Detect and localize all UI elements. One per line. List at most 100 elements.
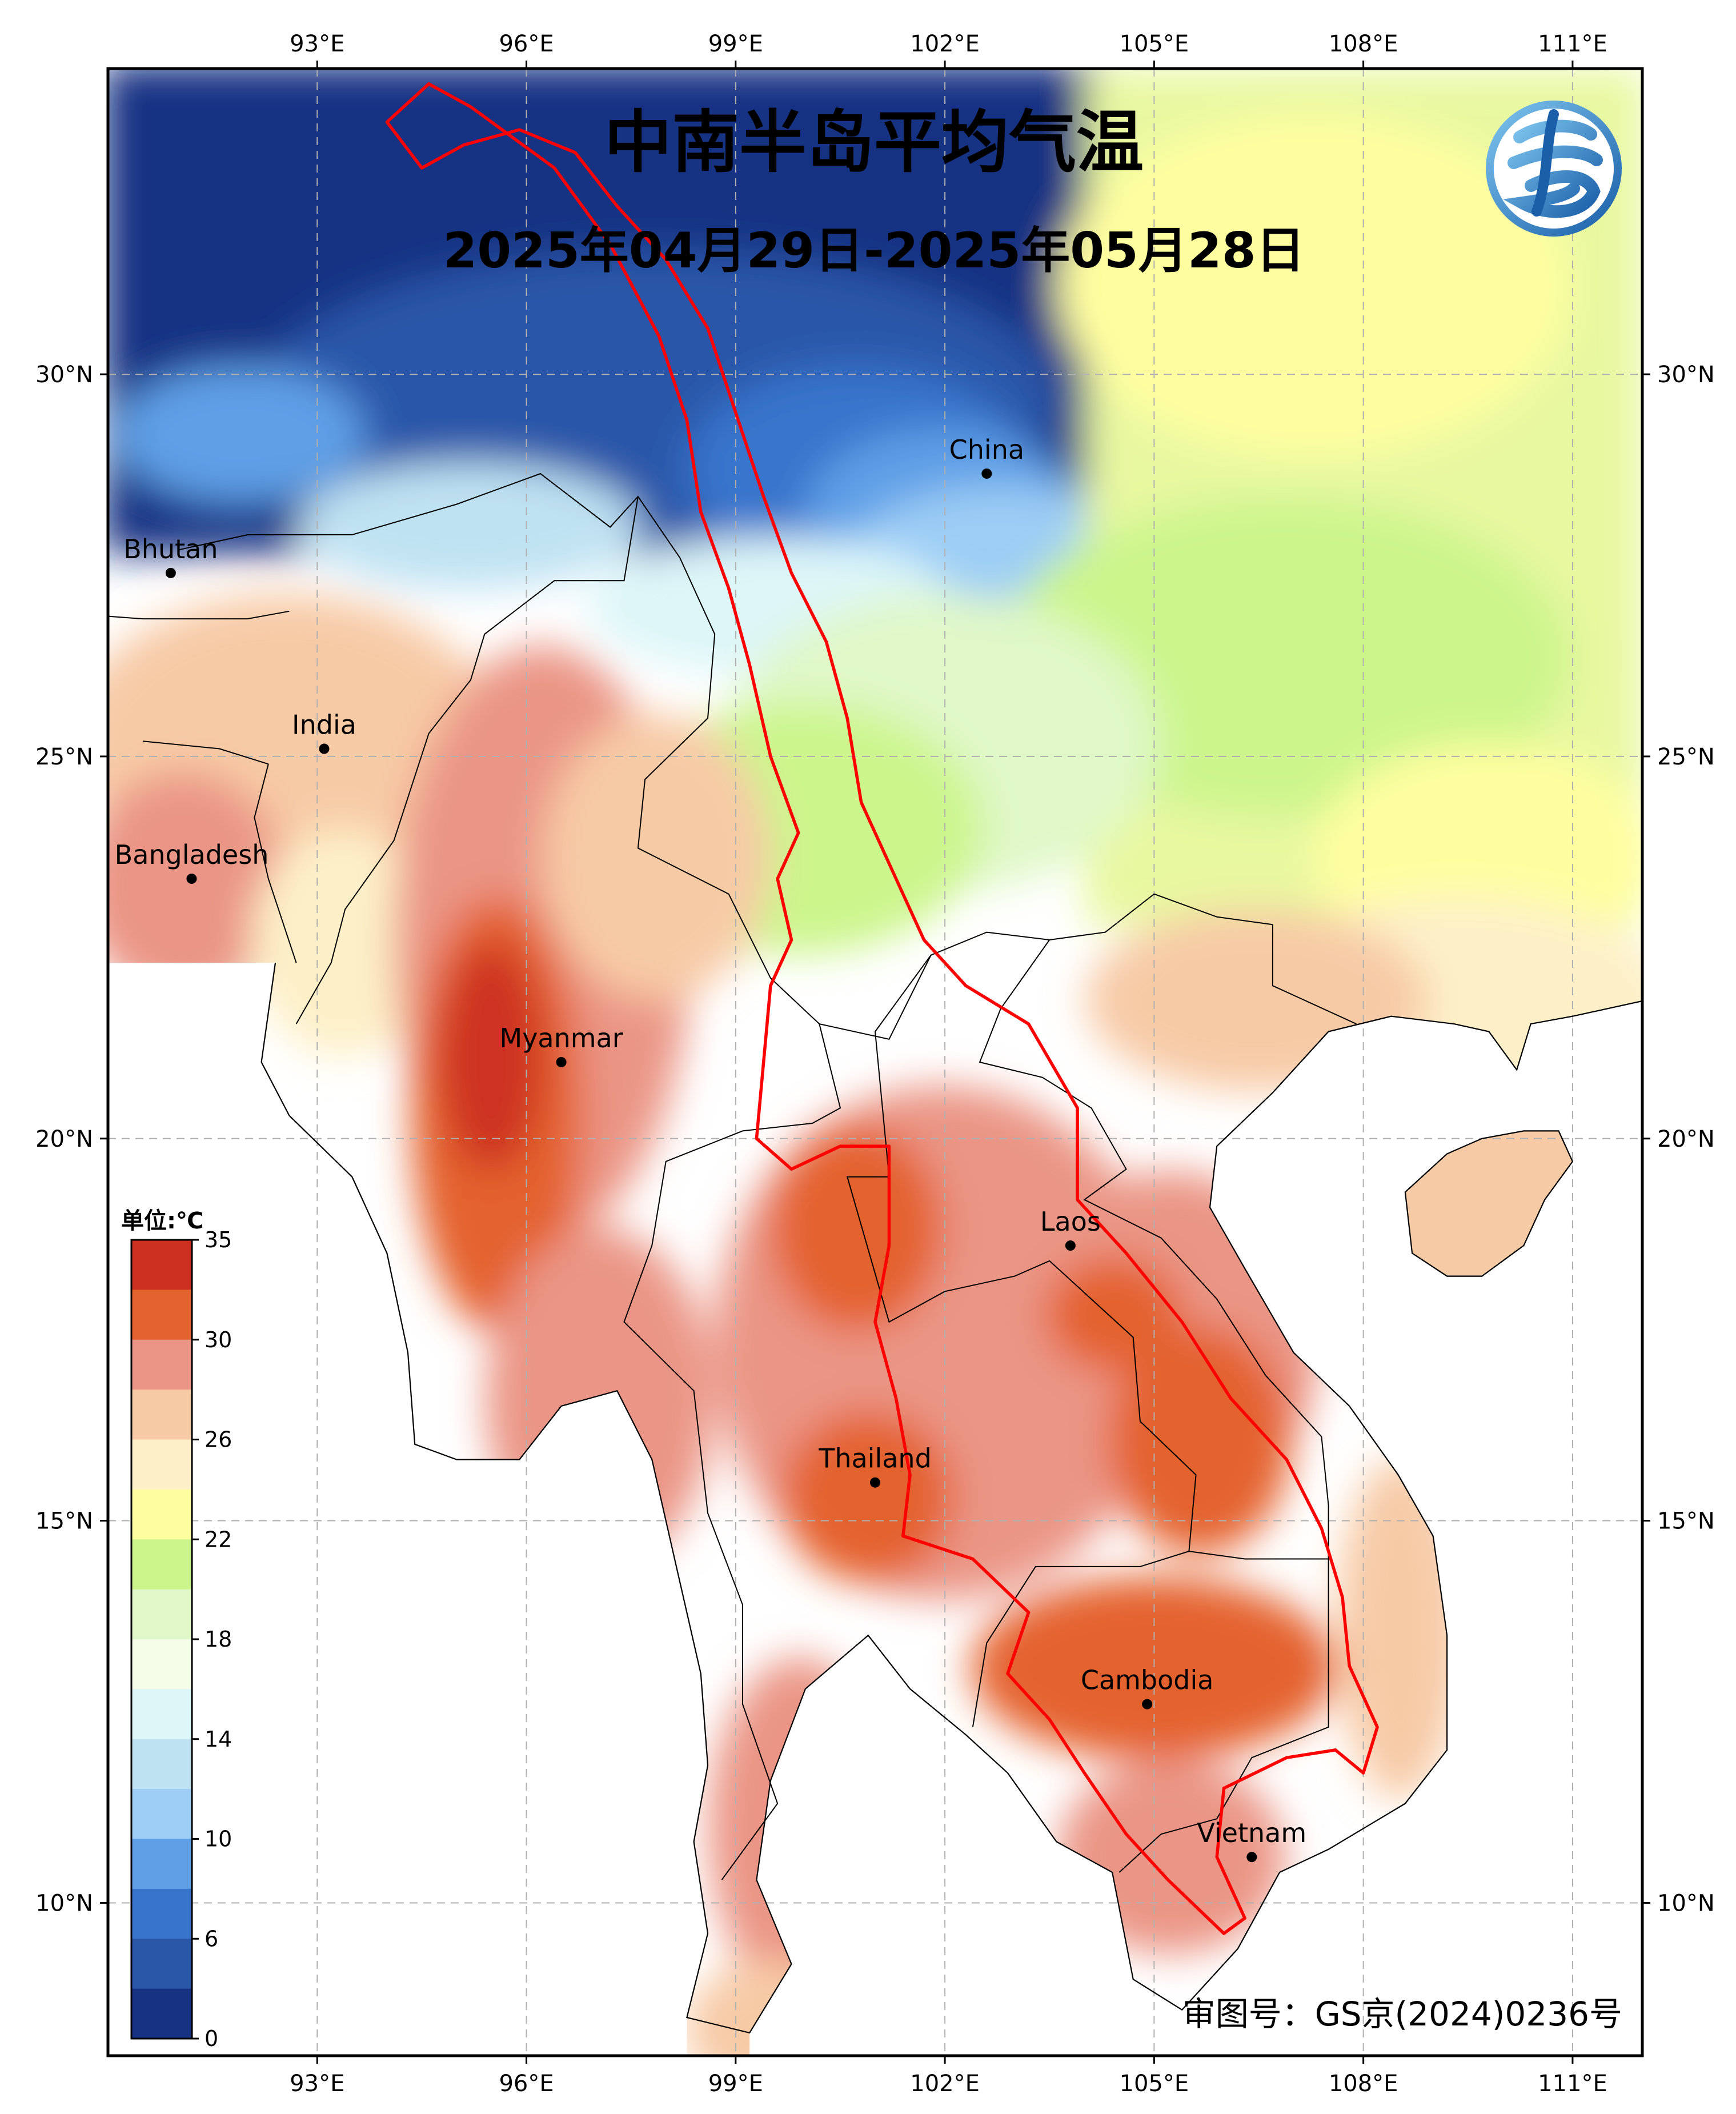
colorbar-swatch [131, 1639, 192, 1689]
bay-of-bengal-mask [108, 963, 708, 2056]
colorbar-swatch [131, 1439, 192, 1490]
place-label: Laos [1040, 1206, 1101, 1237]
lat-tick-label-right: 30°N [1657, 362, 1715, 388]
lon-tick-label-top: 96°E [499, 31, 554, 57]
colorbar-swatch [131, 1739, 192, 1789]
place-label: Cambodia [1081, 1665, 1214, 1696]
place-india: India [292, 710, 356, 754]
place-label: Thailand [818, 1443, 932, 1474]
lat-tick-label-left: 10°N [35, 1890, 93, 1916]
lon-tick-label-bottom: 93°E [290, 2071, 344, 2097]
lon-tick-label-top: 99°E [708, 31, 763, 57]
temperature-field [108, 69, 1642, 2056]
place-laos: Laos [1040, 1206, 1101, 1251]
hainan-coastline [1404, 1130, 1574, 1277]
colorbar-swatch [131, 1888, 192, 1939]
colorbar-tick-label: 35 [205, 1227, 232, 1252]
colorbar-swatch [131, 1489, 192, 1540]
border-line [295, 496, 639, 1024]
place-bangladesh: Bangladesh [115, 839, 269, 884]
country-borders [108, 473, 1357, 1880]
mekong-basin-outline [385, 82, 1379, 1935]
place-cambodia: Cambodia [1081, 1665, 1214, 1709]
colorbar-tick-label: 26 [205, 1427, 232, 1452]
lon-tick-label-top: 108°E [1329, 31, 1398, 57]
place-marker [556, 1057, 567, 1067]
axis-ticks: 93°E 93°E 96°E 96°E 99°E 99°E 102°E 102°E 105°E 1… [35, 31, 1715, 2097]
place-thailand: Thailand [818, 1443, 932, 1488]
hainan-island [1405, 1131, 1573, 1276]
coastline [260, 962, 1642, 2034]
lat-tick-label-right: 25°N [1657, 744, 1715, 770]
lat-tick-label-left: 30°N [35, 362, 93, 388]
lon-tick-label-bottom: 108°E [1329, 2071, 1398, 2097]
colorbar-tick-label: 6 [205, 1926, 218, 1951]
lon-tick-label-top: 102°E [910, 31, 980, 57]
colorbar-swatch [131, 1988, 192, 2039]
border-line [846, 955, 1197, 1727]
colorbar: 单位:℃ 35 30 26 22 18 14 10 6 0 [121, 1208, 232, 2051]
lon-tick-label-bottom: 99°E [708, 2071, 763, 2097]
border-line [254, 764, 297, 963]
lon-tick-label-top: 93°E [290, 31, 344, 57]
colorbar-tick-label: 14 [205, 1727, 232, 1752]
place-marker [981, 468, 992, 479]
border-line [979, 939, 1329, 1559]
colorbar-tick-label: 30 [205, 1327, 232, 1352]
colorbar-unit: 单位:℃ [121, 1208, 203, 1234]
place-bhutan: Bhutan [123, 534, 218, 578]
border-line [108, 610, 290, 620]
lon-tick-label-bottom: 96°E [499, 2071, 554, 2097]
lat-tick-label-left: 20°N [35, 1126, 93, 1152]
lat-tick-label-right: 20°N [1657, 1126, 1715, 1152]
colorbar-swatch [131, 1589, 192, 1640]
place-marker [1246, 1852, 1257, 1863]
colorbar-tick-label: 10 [205, 1827, 232, 1852]
colorbar-swatch [131, 1339, 192, 1390]
colorbar-swatch [131, 1789, 192, 1840]
map-subtitle: 2025年04月29日-2025年05月28日 [443, 222, 1305, 279]
lon-tick-label-bottom: 105°E [1120, 2071, 1189, 2097]
border-line [637, 557, 1357, 1040]
colorbar-swatch [131, 1839, 192, 1889]
border-line [177, 473, 680, 558]
place-marker [165, 567, 176, 578]
place-labels: China Bhutan India Bangladesh Myanmar Laos Tha… [115, 434, 1306, 1863]
gulf-of-thailand-mask [749, 1635, 1182, 2056]
colorbar-tick-label: 22 [205, 1527, 232, 1552]
colorbar-swatch [131, 1390, 192, 1440]
colorbar-tick-label: 18 [205, 1627, 232, 1652]
lat-tick-label-right: 10°N [1657, 1890, 1715, 1916]
place-marker [1065, 1240, 1076, 1251]
border-line [1118, 1551, 1329, 1873]
lat-tick-label-left: 15°N [35, 1508, 93, 1535]
place-label: Bangladesh [115, 839, 269, 870]
lon-tick-label-bottom: 102°E [910, 2071, 980, 2097]
review-number: 审图号：GS京(2024)0236号 [1182, 1995, 1622, 2033]
place-label: China [949, 434, 1024, 465]
south-china-sea-mask [1182, 1001, 1642, 2056]
colorbar-swatch [131, 1689, 192, 1740]
border-line [142, 740, 269, 765]
place-label: Vietnam [1197, 1817, 1306, 1848]
gridlines [108, 69, 1642, 2056]
place-marker [319, 743, 330, 754]
colorbar-swatch [131, 1539, 192, 1590]
place-label: India [292, 710, 356, 740]
colorbar-swatch [131, 1240, 192, 1290]
place-myanmar: Myanmar [500, 1023, 623, 1067]
border-line [623, 1023, 841, 1880]
place-marker [186, 873, 197, 884]
meteorology-logo-icon [1486, 101, 1622, 237]
place-marker [1142, 1699, 1153, 1709]
place-label: Myanmar [500, 1023, 623, 1054]
colorbar-tick-label: 0 [205, 2026, 218, 2051]
place-label: Bhutan [123, 534, 218, 564]
lon-tick-label-top: 111°E [1538, 31, 1607, 57]
lon-tick-label-bottom: 111°E [1538, 2071, 1607, 2097]
map-frame [106, 67, 1644, 2057]
colorbar-swatch [131, 1939, 192, 1989]
lat-tick-label-left: 25°N [35, 744, 93, 770]
lon-tick-label-top: 105°E [1120, 31, 1189, 57]
